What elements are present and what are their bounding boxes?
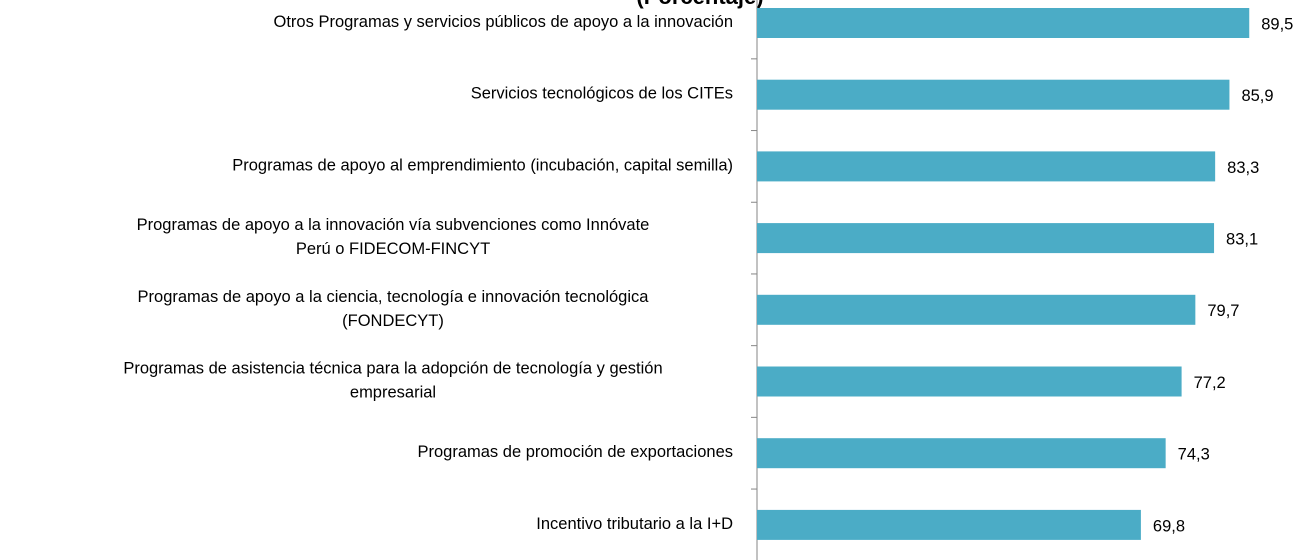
value-label: 69,8: [1153, 517, 1185, 535]
value-label: 74,3: [1178, 446, 1210, 464]
bar: [757, 294, 1196, 325]
bar: [757, 509, 1141, 540]
bar: [757, 151, 1216, 182]
y-tick-label: Programas de apoyo a la ciencia, tecnolo…: [138, 288, 650, 330]
value-label: 83,3: [1227, 159, 1259, 177]
value-label: 83,1: [1226, 230, 1258, 248]
y-tick-label: Programas de promoción de exportaciones: [417, 444, 733, 462]
chart-title: (Porcentaje): [636, 0, 763, 9]
bar: [757, 366, 1182, 397]
bar: [757, 223, 1215, 254]
bar: [757, 438, 1166, 469]
bar: [757, 79, 1230, 110]
y-tick-label: Incentivo tributario a la I+D: [536, 515, 733, 533]
value-label: 79,7: [1207, 302, 1239, 320]
y-tick-label: Servicios tecnológicos de los CITEs: [471, 85, 733, 103]
value-label: 85,9: [1241, 87, 1273, 105]
y-tick-label: Programas de apoyo a la innovación vía s…: [137, 216, 650, 258]
bar: [757, 8, 1250, 38]
value-label: 89,5: [1261, 15, 1293, 33]
y-tick-label: Programas de apoyo al emprendimiento (in…: [232, 157, 733, 175]
y-tick-label: Otros Programas y servicios públicos de …: [274, 13, 733, 31]
value-label: 77,2: [1194, 374, 1226, 392]
y-tick-label: Programas de asistencia técnica para la …: [123, 360, 662, 402]
